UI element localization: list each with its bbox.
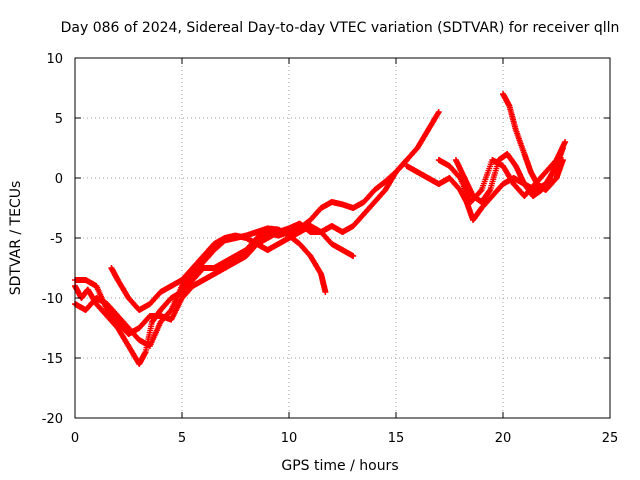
x-tick-label: 5 <box>178 431 186 446</box>
plus-marks <box>500 91 566 193</box>
y-axis-label: SDTVAR / TECUs <box>8 181 24 296</box>
y-tick-label: 5 <box>55 112 63 127</box>
y-tick-label: -10 <box>42 292 63 307</box>
series-track-8 <box>452 151 562 205</box>
plus-marks <box>108 223 357 313</box>
plus-marks <box>72 157 410 337</box>
data-series <box>72 91 569 367</box>
x-tick-label: 15 <box>388 431 405 446</box>
x-axis-ticks: 0 5 10 15 20 25 <box>71 58 618 446</box>
x-tick-label: 10 <box>281 431 298 446</box>
plus-marks <box>452 151 562 205</box>
plus-marks <box>435 139 569 205</box>
x-tick-label: 0 <box>71 431 79 446</box>
chart-title: Day 086 of 2024, Sidereal Day-to-day VTE… <box>61 20 620 36</box>
x-tick-label: 20 <box>495 431 512 446</box>
series-track-6 <box>435 139 569 205</box>
y-tick-label: -5 <box>50 232 63 247</box>
series-track-4 <box>108 223 357 313</box>
y-tick-label: 0 <box>55 172 63 187</box>
series-track-7 <box>500 91 566 193</box>
y-tick-label: -15 <box>42 352 63 367</box>
plus-marks <box>72 225 329 349</box>
y-tick-label: 10 <box>46 52 63 67</box>
x-axis-label: GPS time / hours <box>281 458 398 474</box>
gridlines <box>75 58 610 418</box>
y-tick-label: -20 <box>42 412 63 427</box>
series-track-2 <box>72 225 329 349</box>
y-axis-ticks: -20 -15 -10 -5 0 5 10 <box>42 52 610 427</box>
x-tick-label: 25 <box>602 431 619 446</box>
series-track-3 <box>72 157 410 337</box>
